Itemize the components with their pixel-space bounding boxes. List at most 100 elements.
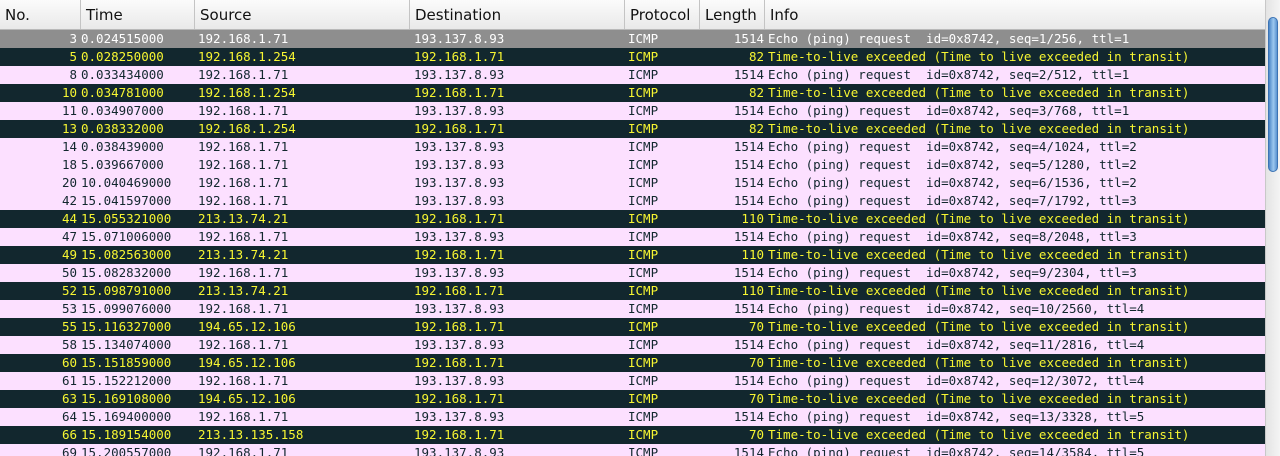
packet-protocol: ICMP [628, 409, 659, 424]
packet-destination: 192.168.1.71 [414, 121, 505, 136]
packet-row[interactable]: 60 15.151859000 194.65.12.106 192.168.1.71 I… [0, 354, 1265, 372]
packet-length: 110 [741, 283, 764, 298]
packet-row[interactable]: 18 5.039667000 192.168.1.71 193.137.8.93 ICM… [0, 156, 1265, 174]
packet-protocol: ICMP [628, 31, 659, 46]
packet-info: Time-to-live exceeded (Time to live exce… [768, 85, 1190, 100]
packet-info: Time-to-live exceeded (Time to live exce… [768, 355, 1190, 370]
packet-destination: 193.137.8.93 [414, 103, 505, 118]
packet-length: 1514 [733, 265, 764, 280]
packet-no: 44 [61, 211, 77, 226]
packet-time: 0.033434000 [81, 67, 164, 82]
packet-row[interactable]: 58 15.134074000 192.168.1.71 193.137.8.93 IC… [0, 336, 1265, 354]
packet-source: 213.13.74.21 [198, 211, 289, 226]
vertical-scrollbar[interactable] [1265, 0, 1280, 456]
packet-no: 49 [61, 247, 77, 262]
column-header-source[interactable]: Source [195, 0, 410, 29]
packet-row[interactable]: 13 0.038332000 192.168.1.254 192.168.1.71 IC… [0, 120, 1265, 138]
packet-row[interactable]: 49 15.082563000 213.13.74.21 192.168.1.71 IC… [0, 246, 1265, 264]
packet-info: Time-to-live exceeded (Time to live exce… [768, 121, 1190, 136]
packet-protocol: ICMP [628, 373, 659, 388]
packet-info: Echo (ping) request id=0x8742, seq=3/768… [768, 103, 1130, 118]
packet-protocol: ICMP [628, 355, 659, 370]
packet-destination: 192.168.1.71 [414, 247, 505, 262]
packet-length: 110 [741, 211, 764, 226]
packet-protocol: ICMP [628, 247, 659, 262]
packet-protocol: ICMP [628, 319, 659, 334]
packet-length: 1514 [733, 373, 764, 388]
packet-source: 194.65.12.106 [198, 391, 296, 406]
packet-info: Echo (ping) request id=0x8742, seq=14/35… [768, 445, 1145, 456]
packet-source: 192.168.1.71 [198, 67, 289, 82]
column-header-protocol[interactable]: Protocol [625, 0, 700, 29]
packet-time: 15.041597000 [81, 193, 172, 208]
packet-no: 52 [61, 283, 77, 298]
packet-row[interactable]: 61 15.152212000 192.168.1.71 193.137.8.93 IC… [0, 372, 1265, 390]
packet-row[interactable]: 14 0.038439000 192.168.1.71 193.137.8.93 ICM… [0, 138, 1265, 156]
packet-info: Echo (ping) request id=0x8742, seq=13/33… [768, 409, 1145, 424]
packet-row[interactable]: 64 15.169400000 192.168.1.71 193.137.8.93 IC… [0, 408, 1265, 426]
scrollbar-thumb[interactable] [1268, 17, 1278, 172]
packet-length: 1514 [733, 67, 764, 82]
packet-row[interactable]: 52 15.098791000 213.13.74.21 192.168.1.71 IC… [0, 282, 1265, 300]
packet-length: 70 [748, 319, 764, 334]
packet-destination: 193.137.8.93 [414, 373, 505, 388]
packet-length: 82 [748, 49, 764, 64]
packet-time: 15.099076000 [81, 301, 172, 316]
packet-info: Time-to-live exceeded (Time to live exce… [768, 247, 1190, 262]
packet-row[interactable]: 53 15.099076000 192.168.1.71 193.137.8.93 IC… [0, 300, 1265, 318]
packet-info: Echo (ping) request id=0x8742, seq=2/512… [768, 67, 1130, 82]
packet-length: 110 [741, 247, 764, 262]
packet-row[interactable]: 66 15.189154000 213.13.135.158 192.168.1.71… [0, 426, 1265, 444]
packet-protocol: ICMP [628, 229, 659, 244]
packet-protocol: ICMP [628, 283, 659, 298]
packet-time: 0.034907000 [81, 103, 164, 118]
packet-source: 213.13.74.21 [198, 283, 289, 298]
packet-destination: 192.168.1.71 [414, 319, 505, 334]
packet-destination: 193.137.8.93 [414, 337, 505, 352]
packet-row[interactable]: 63 15.169108000 194.65.12.106 192.168.1.71 I… [0, 390, 1265, 408]
packet-info: Echo (ping) request id=0x8742, seq=5/128… [768, 157, 1137, 172]
packet-time: 5.039667000 [81, 157, 164, 172]
column-header-length[interactable]: Length [700, 0, 765, 29]
packet-row[interactable]: 20 10.040469000 192.168.1.71 193.137.8.93 IC… [0, 174, 1265, 192]
packet-row[interactable]: 5 0.028250000 192.168.1.254 192.168.1.71 ICM… [0, 48, 1265, 66]
packet-row[interactable]: 50 15.082832000 192.168.1.71 193.137.8.93 IC… [0, 264, 1265, 282]
packet-source: 192.168.1.71 [198, 409, 289, 424]
packet-info: Time-to-live exceeded (Time to live exce… [768, 211, 1190, 226]
packet-no: 63 [61, 391, 77, 406]
packet-row[interactable]: 3 0.024515000 192.168.1.71 193.137.8.93 ICMP… [0, 30, 1265, 48]
packet-source: 192.168.1.71 [198, 175, 289, 190]
packet-no: 13 [61, 121, 77, 136]
packet-destination: 193.137.8.93 [414, 445, 505, 456]
packet-protocol: ICMP [628, 391, 659, 406]
packet-row[interactable]: 8 0.033434000 192.168.1.71 193.137.8.93 ICMP… [0, 66, 1265, 84]
packet-row[interactable]: 10 0.034781000 192.168.1.254 192.168.1.71 IC… [0, 84, 1265, 102]
packet-protocol: ICMP [628, 445, 659, 456]
packet-row[interactable]: 44 15.055321000 213.13.74.21 192.168.1.71 IC… [0, 210, 1265, 228]
packet-row[interactable]: 11 0.034907000 192.168.1.71 193.137.8.93 ICM… [0, 102, 1265, 120]
packet-source: 192.168.1.71 [198, 301, 289, 316]
packet-destination: 193.137.8.93 [414, 193, 505, 208]
column-header-info[interactable]: Info [770, 6, 799, 24]
column-header-no[interactable]: No. [0, 0, 81, 29]
packet-list-header: No. Time Source Destination Protocol Len… [0, 0, 1265, 30]
packet-row[interactable]: 47 15.071006000 192.168.1.71 193.137.8.93 IC… [0, 228, 1265, 246]
column-header-time[interactable]: Time [81, 0, 195, 29]
packet-row[interactable]: 69 15.200557000 192.168.1.71 193.137.8.93 IC… [0, 444, 1265, 456]
packet-source: 192.168.1.71 [198, 265, 289, 280]
packet-length: 1514 [733, 229, 764, 244]
packet-length: 1514 [733, 301, 764, 316]
packet-row[interactable]: 55 15.116327000 194.65.12.106 192.168.1.71 I… [0, 318, 1265, 336]
packet-row[interactable]: 42 15.041597000 192.168.1.71 193.137.8.93 IC… [0, 192, 1265, 210]
packet-source: 192.168.1.71 [198, 229, 289, 244]
packet-time: 15.200557000 [81, 445, 172, 456]
packet-no: 5 [69, 49, 77, 64]
packet-protocol: ICMP [628, 337, 659, 352]
packet-no: 61 [61, 373, 77, 388]
packet-time: 15.189154000 [81, 427, 172, 442]
packet-time: 0.038439000 [81, 139, 164, 154]
column-header-destination[interactable]: Destination [410, 0, 625, 29]
packet-source: 192.168.1.254 [198, 49, 296, 64]
packet-time: 15.082563000 [81, 247, 172, 262]
